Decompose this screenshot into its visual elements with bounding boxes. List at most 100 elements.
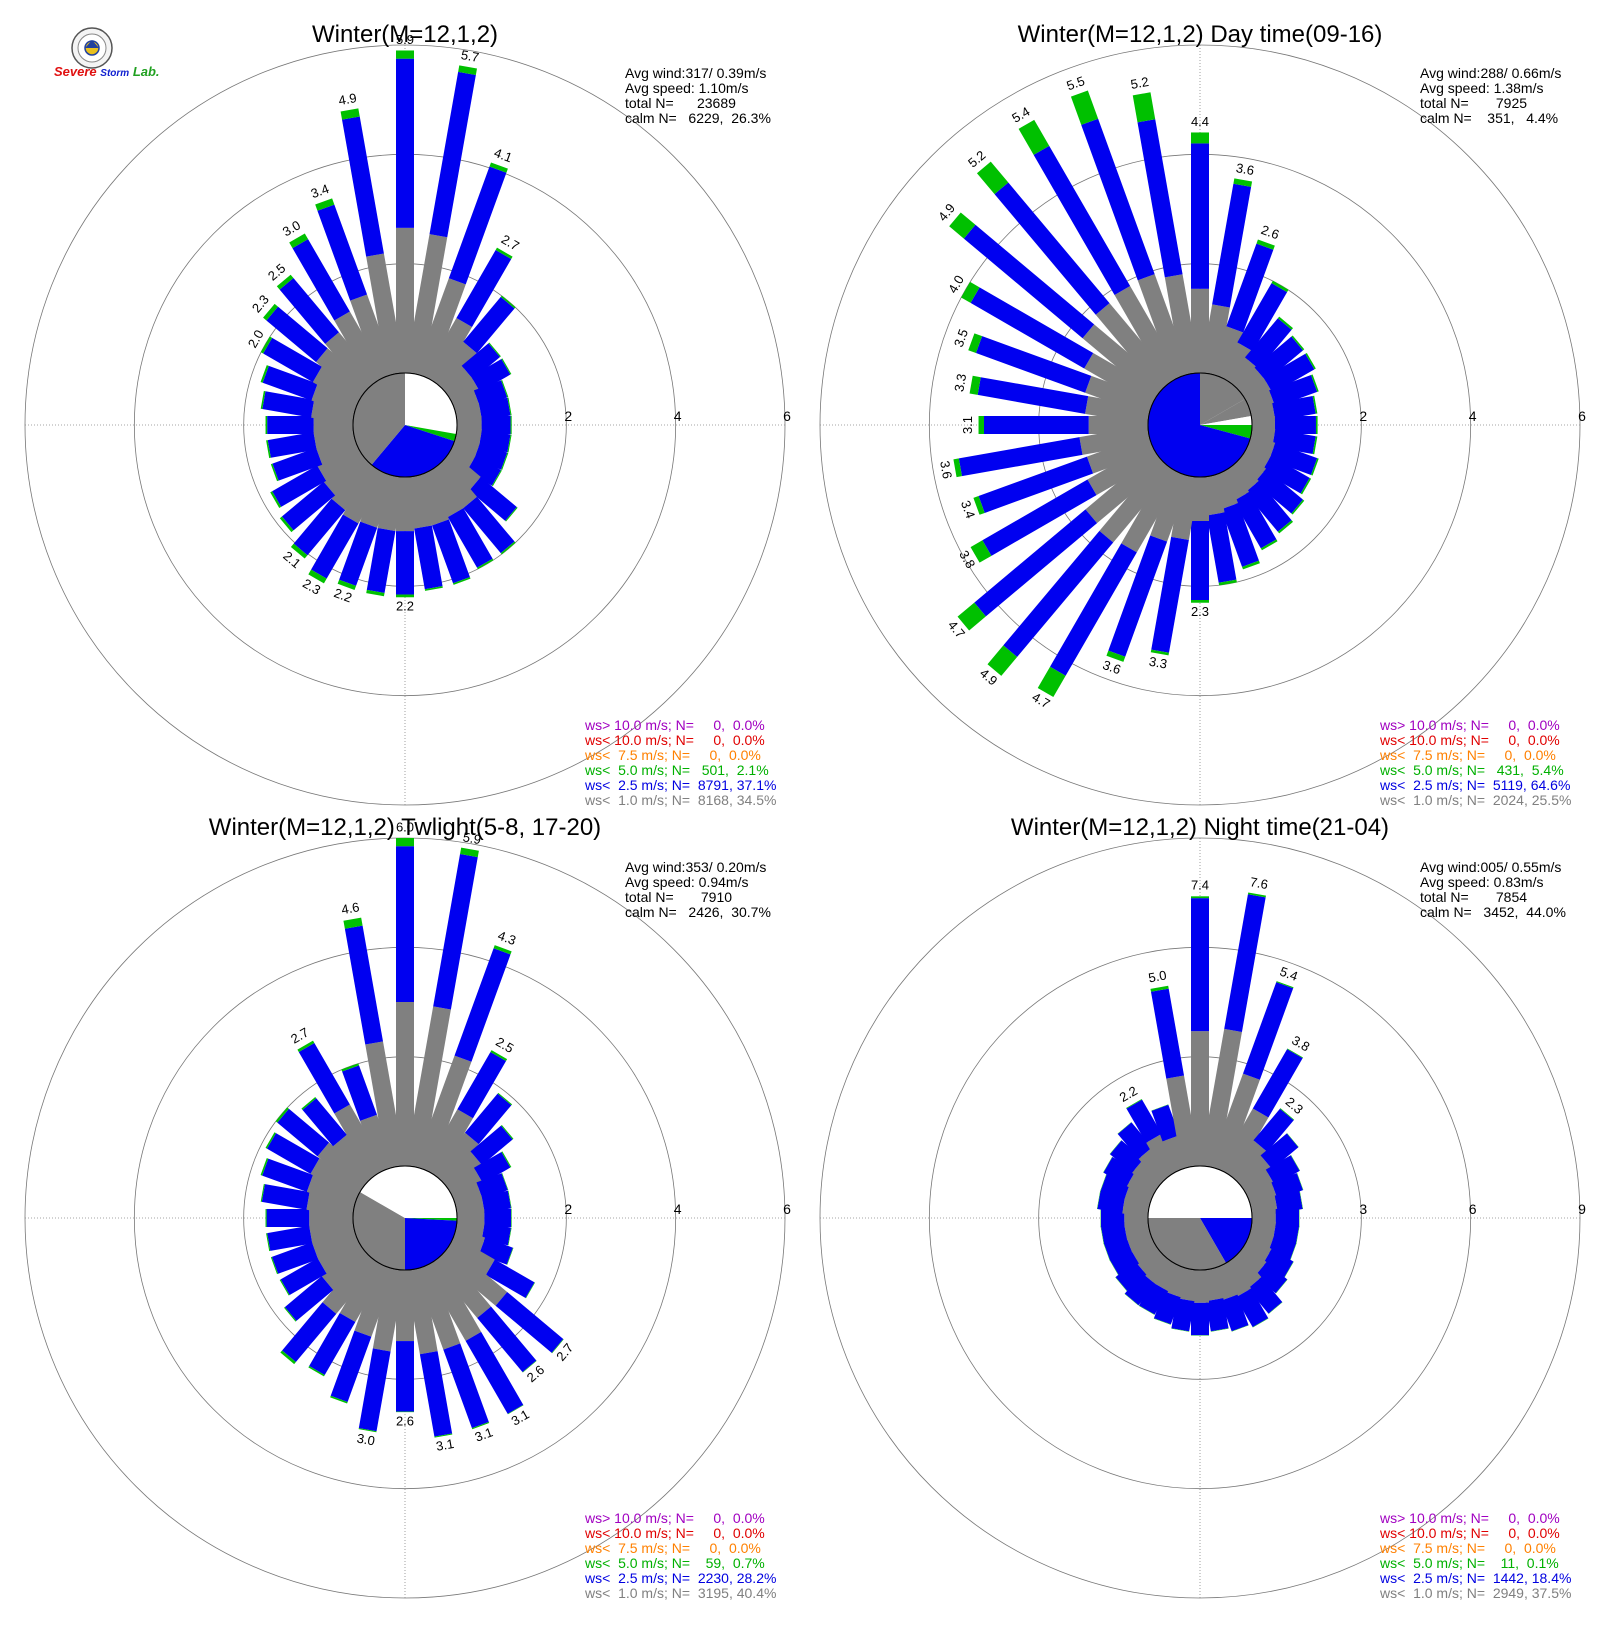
legend-entry: ws< 10.0 m/s; N= 0, 0.0%	[1379, 1525, 1560, 1541]
bar-segment-calm-lt1	[331, 459, 379, 511]
bar-segment-lt2_5	[1191, 898, 1209, 1032]
bar-segment-lt2_5	[1126, 1099, 1162, 1143]
bar-segment-lt2_5	[262, 391, 315, 418]
calm-circle-outline	[1147, 372, 1253, 478]
bar-segment-lt2_5	[1033, 145, 1131, 295]
bar-segment-lt5	[396, 838, 414, 847]
stat-line: Avg wind:005/ 0.55m/s	[1420, 859, 1561, 875]
legend-entry: ws< 5.0 m/s; N= 501, 2.1%	[584, 762, 769, 778]
bar-segment-lt2_5	[473, 442, 508, 470]
bar-segment-lt5	[1275, 1279, 1288, 1294]
bar-segment-lt5	[1109, 1140, 1122, 1155]
bar-segment-lt2_5	[1206, 512, 1237, 583]
bar-segment-lt5	[507, 397, 512, 416]
bar-dir-220	[290, 459, 379, 559]
legend-entry: ws> 10.0 m/s; N= 0, 0.0%	[584, 1510, 765, 1526]
bar-segment-lt5	[1289, 1243, 1297, 1261]
calm-pie-slice	[1200, 399, 1252, 425]
bar-dir-30	[423, 1050, 508, 1178]
calm-pie-slice	[405, 1218, 457, 1221]
legend-entry: ws< 5.0 m/s; N= 11, 0.1%	[1379, 1555, 1559, 1571]
bar-value-label: 7.6	[1249, 874, 1269, 892]
bar-segment-calm-lt1	[334, 1104, 387, 1178]
bar-value-label: 5.7	[460, 47, 480, 65]
bar-value-label: 3.6	[1101, 657, 1123, 677]
bar-dir-20	[414, 945, 512, 1173]
ring-tick-label: 4	[1469, 408, 1477, 424]
bar-segment-lt5	[1242, 560, 1260, 570]
stat-line: Avg wind:317/ 0.39m/s	[625, 65, 766, 81]
bar-dir-20	[1209, 239, 1275, 380]
bar-segment-lt5	[500, 541, 516, 555]
bar-segment-calm-lt1	[321, 1244, 371, 1290]
bar-value-label: 3.5	[951, 327, 971, 349]
bar-segment-calm-lt1	[1166, 1075, 1200, 1169]
bar-dir-320	[301, 1097, 379, 1184]
bar-segment-lt5	[1296, 1173, 1304, 1191]
bar-segment-calm-lt1	[334, 311, 387, 385]
bar-dir-20	[1209, 981, 1294, 1173]
bar-segment-calm-lt1	[316, 348, 371, 399]
bar-dir-330	[1018, 119, 1182, 385]
bar-segment-lt5	[289, 233, 309, 249]
calm-pie-slice	[1200, 425, 1252, 439]
bar-segment-lt5	[270, 463, 279, 482]
bar-segment-calm-lt1	[439, 1151, 483, 1192]
bar-segment-lt2_5	[461, 343, 501, 380]
bar-segment-lt2_5	[1272, 396, 1316, 421]
bar-segment-lt5	[1218, 579, 1237, 586]
bar-segment-lt5	[501, 1151, 512, 1168]
legend-entry: ws< 2.5 m/s; N= 5119, 64.6%	[1379, 777, 1570, 793]
bar-segment-calm-lt1	[1085, 396, 1151, 425]
bar-segment-lt2_5	[1108, 535, 1168, 657]
bar-segment-lt2_5	[1254, 468, 1303, 514]
bar-segment-calm-lt1	[405, 1006, 451, 1169]
calm-pie-slice	[1200, 415, 1252, 425]
bar-segment-lt2_5	[261, 1184, 310, 1210]
bar-segment-lt2_5	[282, 1302, 337, 1363]
bar-dir-350	[343, 917, 405, 1169]
bar-segment-lt2_5	[1124, 1272, 1156, 1306]
bar-segment-calm-lt1	[423, 1258, 482, 1341]
legend-entry: ws< 10.0 m/s; N= 0, 0.0%	[584, 732, 765, 748]
stat-line: total N= 7925	[1420, 95, 1527, 111]
bar-segment-calm-lt1	[439, 1244, 508, 1306]
legend-entry: ws< 7.5 m/s; N= 0, 0.0%	[1379, 1540, 1556, 1556]
bar-segment-calm-lt1	[431, 1252, 492, 1319]
bar-dir-220	[987, 459, 1174, 676]
bar-segment-lt2_5	[1153, 1291, 1181, 1325]
legend-entry: ws< 7.5 m/s; N= 0, 0.0%	[584, 747, 761, 763]
bar-dir-50	[439, 1124, 514, 1192]
bar-segment-lt2_5	[1226, 243, 1274, 333]
bar-segment-lt5	[973, 496, 985, 515]
bar-dir-310	[949, 212, 1166, 399]
bar-dir-180	[396, 1270, 414, 1413]
bar-segment-lt2_5	[982, 479, 1097, 556]
bar-segment-lt2_5	[267, 416, 314, 434]
bar-value-label: 2.7	[288, 1025, 311, 1047]
bar-dir-150	[423, 1258, 524, 1415]
bar-segment-lt2_5	[344, 925, 384, 1045]
bar-dir-200	[1153, 1263, 1191, 1325]
bar-segment-lt2_5	[1269, 442, 1318, 475]
bar-segment-lt2_5	[1235, 1288, 1269, 1328]
bar-dir-300	[961, 281, 1160, 407]
bar-segment-calm-lt1	[431, 459, 477, 509]
bar-segment-lt2_5	[975, 336, 1092, 393]
bar-segment-calm-lt1	[1150, 470, 1191, 542]
bar-value-label: 4.9	[337, 90, 357, 108]
bar-dir-10	[1200, 178, 1253, 376]
bar-segment-calm-lt1	[1209, 1073, 1260, 1173]
bar-segment-calm-lt1	[1126, 1170, 1160, 1200]
bar-segment-lt2_5	[1253, 1108, 1294, 1152]
bar-segment-lt5	[315, 198, 335, 211]
bar-segment-lt2_5	[473, 1151, 511, 1184]
bar-segment-lt5	[1106, 650, 1126, 662]
bar-value-label: 5.2	[1129, 74, 1149, 92]
legend-entry: ws< 1.0 m/s; N= 8168, 34.5%	[584, 792, 776, 808]
bar-segment-lt2_5	[1247, 1277, 1283, 1314]
calm-pie-slice	[352, 373, 405, 465]
bar-segment-lt5	[1150, 649, 1169, 656]
ring-tick-label: 4	[674, 408, 682, 424]
bar-segment-lt2_5	[1081, 118, 1155, 281]
